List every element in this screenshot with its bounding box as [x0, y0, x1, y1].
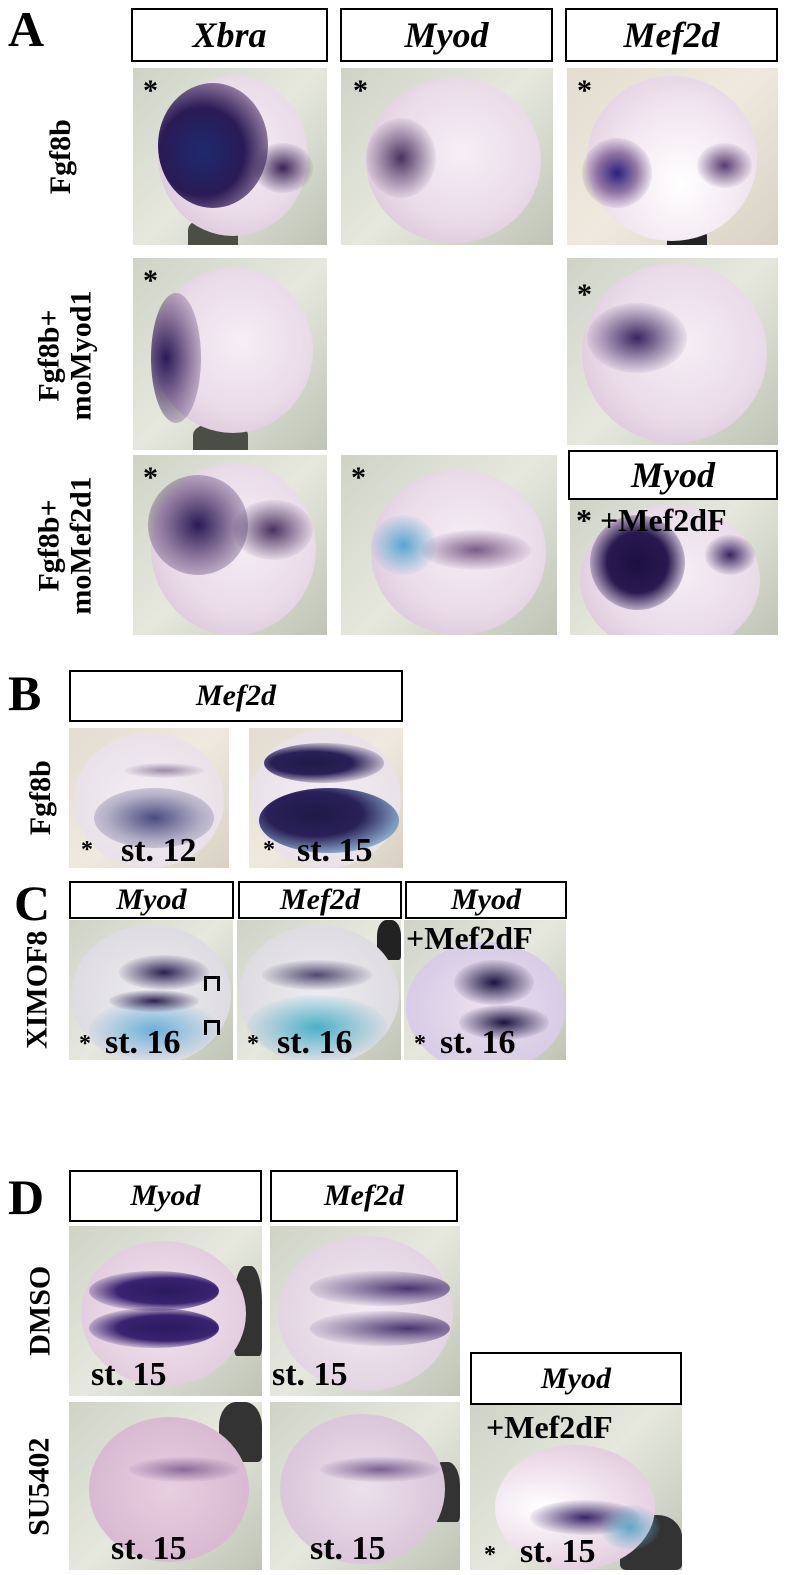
- stage-label: st. 15: [520, 1533, 596, 1570]
- stage-label: st. 15: [310, 1530, 386, 1567]
- asterisk: *: [577, 74, 592, 107]
- stage-label: st. 16: [277, 1024, 353, 1060]
- row-label-fgf8b-momyod1: Fgf8b+ moMyod1: [32, 290, 98, 421]
- embryo-image-b-st15: * st. 15: [249, 728, 403, 868]
- asterisk: *: [143, 74, 158, 107]
- panel-label-d: D: [8, 1169, 45, 1225]
- asterisk: *: [577, 278, 592, 311]
- asterisk: *: [143, 264, 158, 297]
- header-mef2d: Mef2d: [565, 8, 778, 62]
- header-xbra: Xbra: [131, 8, 328, 62]
- row-label-fgf8b-b: Fgf8b: [23, 760, 57, 836]
- overlay-label: * +Mef2dF: [576, 502, 727, 538]
- panel-label-b: B: [8, 665, 42, 721]
- header-mef2d-d: Mef2d: [270, 1170, 458, 1222]
- embryo-image-b-st12: * st. 12: [69, 728, 229, 868]
- row-label-su5402: SU5402: [22, 1437, 56, 1537]
- asterisk: *: [484, 1542, 496, 1568]
- stage-label: st. 15: [297, 832, 373, 868]
- embryo-image-mef2d-fgf8b: *: [567, 68, 778, 245]
- embryo-image-xbra-fgf8b: *: [133, 68, 327, 245]
- bracket-mark: [204, 976, 220, 991]
- asterisk: *: [351, 461, 366, 494]
- header-mef2d-b: Mef2d: [69, 670, 403, 722]
- asterisk: *: [81, 837, 93, 863]
- asterisk: *: [263, 837, 275, 863]
- embryo-image-d-mef2d-su5402: st. 15: [270, 1402, 460, 1570]
- header-myod-c-extra: Myod: [405, 881, 567, 919]
- stage-label: st. 15: [91, 1356, 167, 1393]
- embryo-image-xbra-fgf8b-momyod1: *: [133, 258, 327, 450]
- row-label-fgf8b: Fgf8b: [43, 119, 77, 195]
- embryo-image-d-myod-su5402: st. 15: [69, 1402, 262, 1570]
- row-label-fgf8b-momef2d1: Fgf8b+ moMef2d1: [32, 475, 98, 615]
- embryo-image-mef2d-fgf8b-momyod1: *: [567, 258, 778, 445]
- embryo-image-myod-fgf8b-momef2d1: *: [341, 455, 557, 635]
- asterisk: *: [143, 461, 158, 494]
- bracket-mark: [204, 1020, 220, 1035]
- stage-label: st. 15: [111, 1530, 187, 1567]
- stage-label: st. 16: [440, 1024, 516, 1060]
- overlay-label: +Mef2dF: [486, 1409, 613, 1445]
- header-myod-d: Myod: [69, 1170, 262, 1222]
- embryo-image-d-myod-dmso: st. 15: [69, 1226, 262, 1396]
- panel-label-c: C: [14, 875, 51, 931]
- header-mef2d-c: Mef2d: [238, 881, 402, 919]
- embryo-image-d-mef2d-dmso: st. 15: [270, 1226, 460, 1396]
- asterisk: *: [79, 1031, 91, 1057]
- header-myod-d-extra: Myod: [470, 1352, 682, 1405]
- embryo-image-myod-mef2df: * +Mef2dF: [570, 500, 778, 635]
- asterisk: *: [576, 502, 592, 538]
- header-myod: Myod: [340, 8, 553, 62]
- asterisk: *: [247, 1031, 259, 1057]
- panel-label-a: A: [8, 1, 45, 57]
- embryo-image-c-myod-mef2df: +Mef2dF * st. 16: [404, 920, 566, 1060]
- overlay-label: +Mef2dF: [406, 920, 533, 956]
- header-myod-c: Myod: [69, 881, 234, 919]
- row-label-dmso: DMSO: [22, 1266, 56, 1356]
- stage-label: st. 15: [272, 1356, 348, 1393]
- embryo-image-xbra-fgf8b-momef2d1: *: [133, 455, 327, 635]
- embryo-image-c-myod: * st. 16: [69, 920, 233, 1060]
- stage-label: st. 16: [105, 1024, 181, 1060]
- asterisk: *: [353, 74, 368, 107]
- embryo-image-d-myod-mef2df: +Mef2dF * st. 15: [470, 1405, 682, 1570]
- asterisk: *: [414, 1031, 426, 1057]
- embryo-image-myod-fgf8b: *: [341, 68, 553, 245]
- header-myod-extra: Myod: [568, 450, 778, 500]
- row-label-ximof8: XIMOF8: [20, 930, 54, 1050]
- stage-label: st. 12: [121, 832, 197, 868]
- embryo-image-c-mef2d: * st. 16: [237, 920, 401, 1060]
